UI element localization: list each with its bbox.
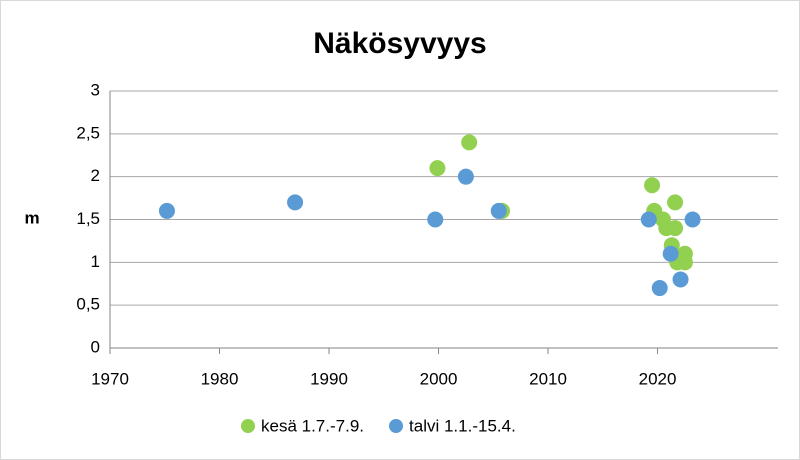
point xyxy=(457,168,474,185)
point xyxy=(676,254,693,271)
point xyxy=(644,177,661,194)
point xyxy=(667,194,684,211)
point xyxy=(158,202,175,219)
y-tick-label: 0 xyxy=(91,337,100,356)
x-tick-label: 2010 xyxy=(529,369,567,388)
point xyxy=(667,220,684,237)
point xyxy=(640,211,657,228)
point xyxy=(287,194,304,211)
x-tick-label: 1970 xyxy=(91,369,129,388)
y-tick-label: 1 xyxy=(91,252,100,271)
point xyxy=(461,134,478,151)
y-axis-label: m xyxy=(24,208,39,227)
y-tick-label: 1,5 xyxy=(76,209,100,228)
y-tick-label: 3 xyxy=(91,80,100,99)
chart-title: Näkösyvyys xyxy=(313,27,486,60)
legend-marker xyxy=(389,419,404,433)
x-tick-label: 1990 xyxy=(310,369,348,388)
legend-label: kesä 1.7.-7.9. xyxy=(261,416,364,435)
x-tick-label: 1980 xyxy=(201,369,239,388)
point xyxy=(684,211,701,228)
y-tick-label: 0,5 xyxy=(76,295,100,314)
legend-label: talvi 1.1.-15.4. xyxy=(409,416,516,435)
point xyxy=(490,202,507,219)
y-tick-label: 2,5 xyxy=(76,123,100,142)
y-tick-label: 2 xyxy=(91,166,100,185)
x-tick-label: 2020 xyxy=(639,369,677,388)
point xyxy=(651,280,668,297)
point xyxy=(429,160,446,177)
point xyxy=(662,245,679,262)
point xyxy=(427,211,444,228)
legend-marker xyxy=(241,419,255,433)
x-tick-label: 2000 xyxy=(420,369,458,388)
point xyxy=(672,271,689,288)
